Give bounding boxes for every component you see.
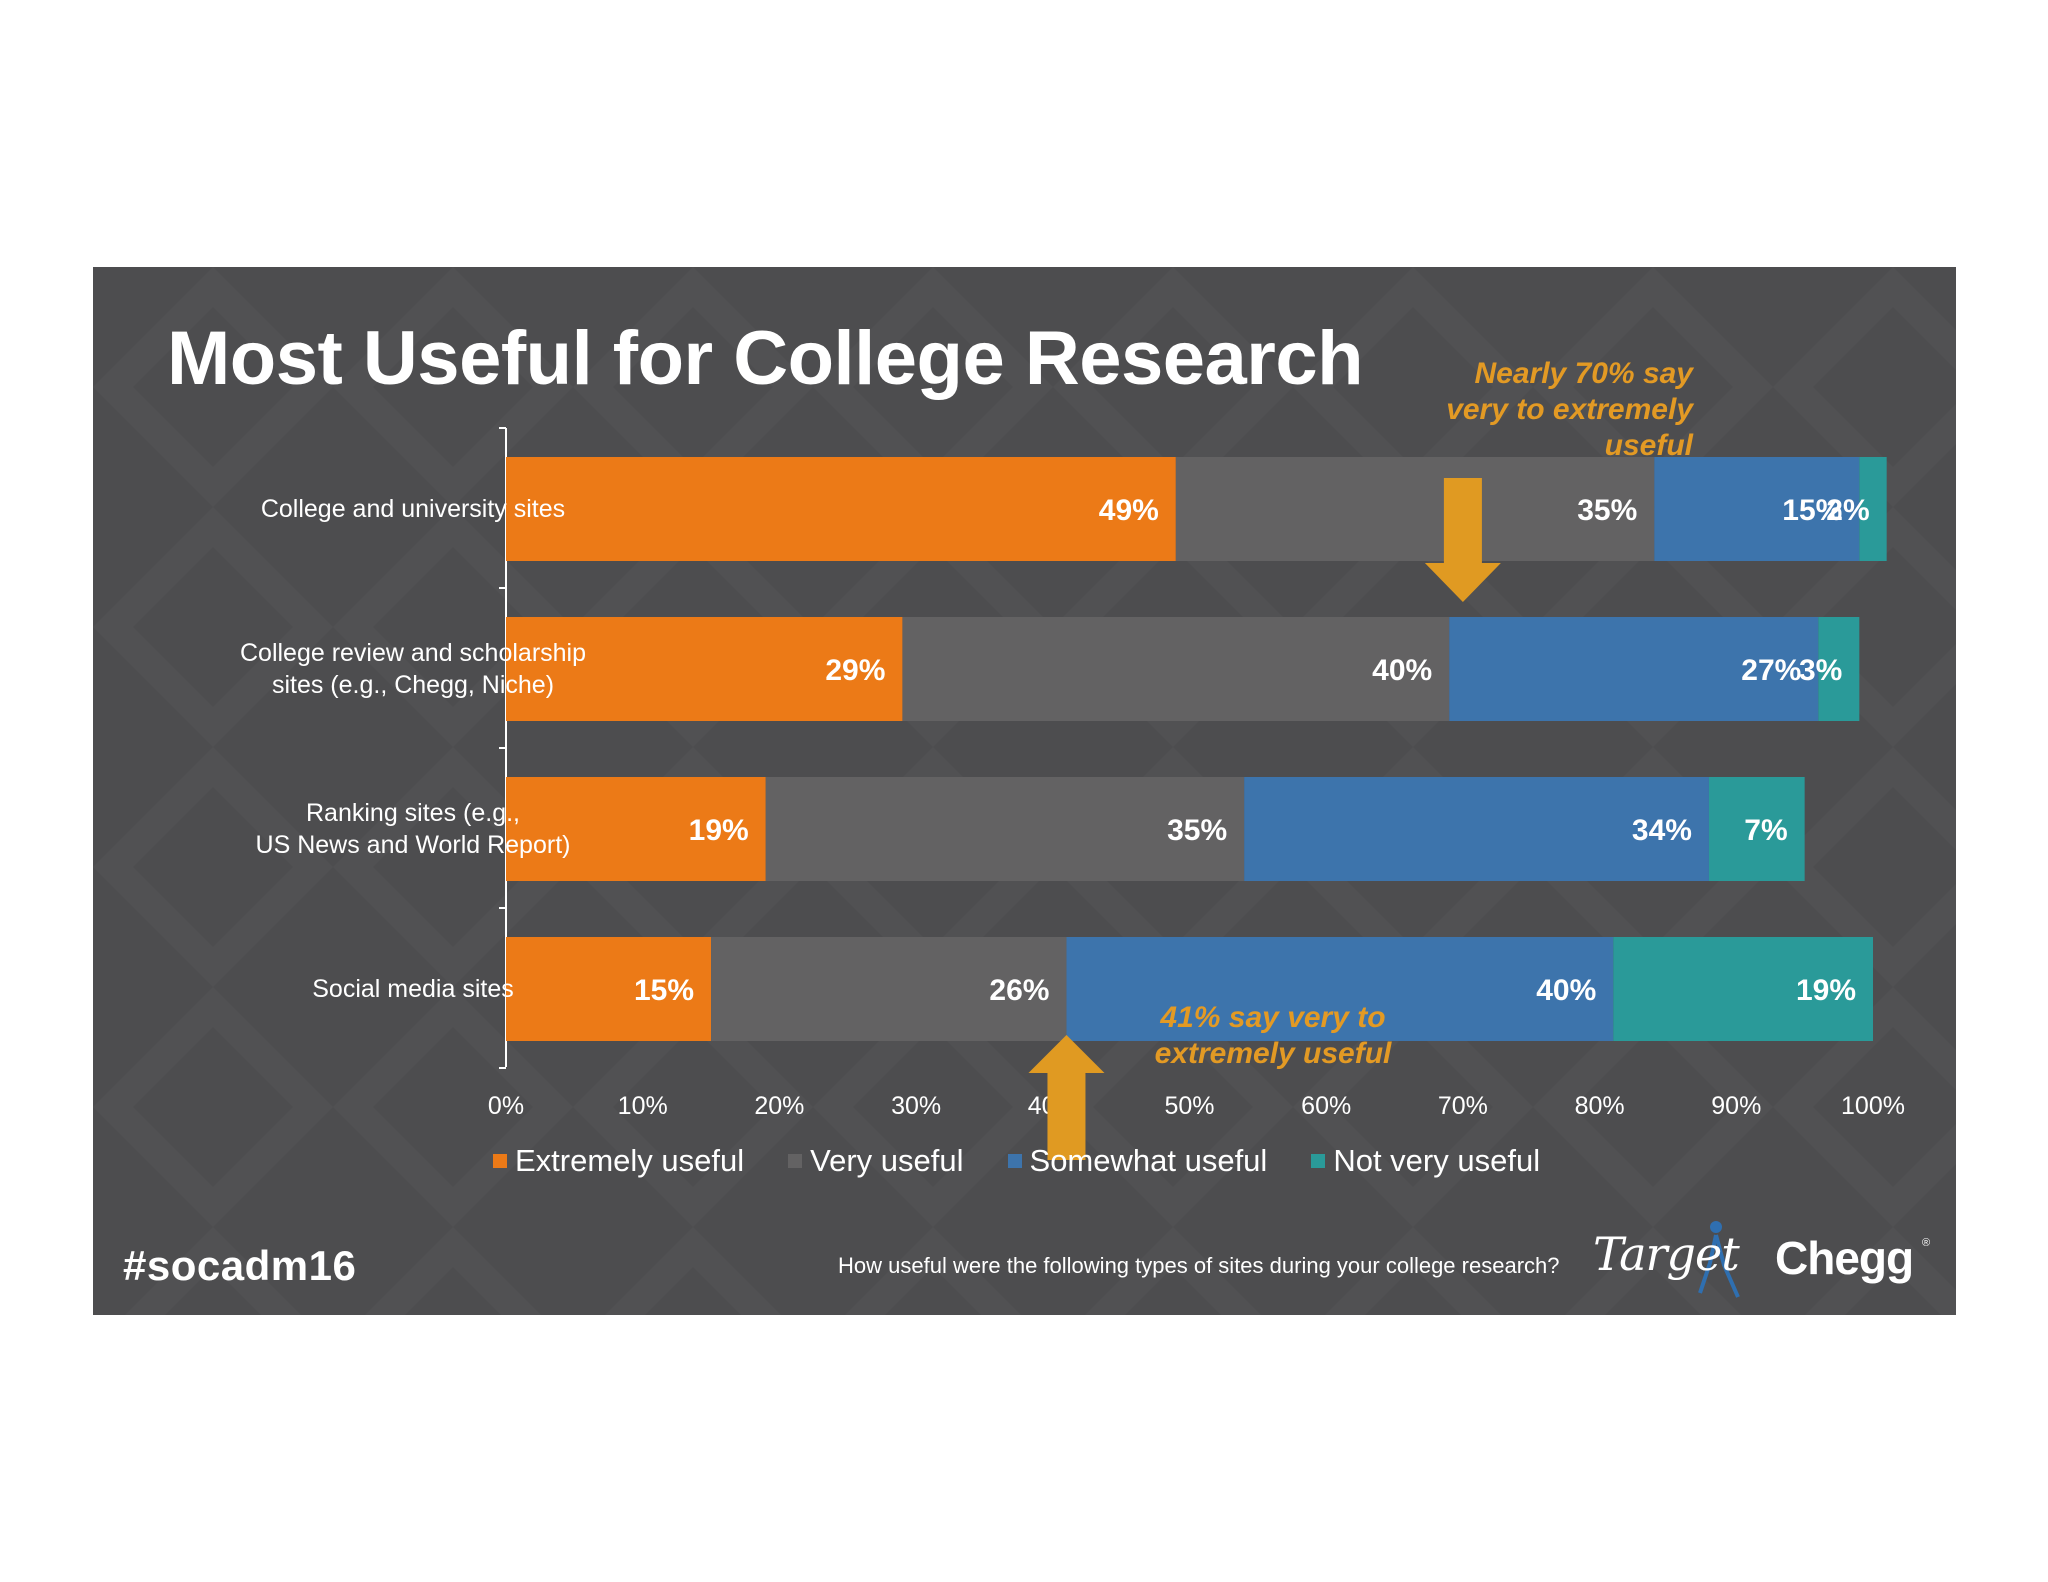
x-tick-label: 80%: [1575, 1092, 1625, 1120]
stacked-bar-chart: 49% 35% 15%2%29% 40% 27%3%19% 35% 34% 7%15% 26% 4…: [488, 427, 1905, 1160]
category-label-3: Social media sites: [312, 975, 514, 1003]
data-label: 35%: [1577, 494, 1637, 527]
arrow-down-icon: [1424, 478, 1501, 602]
hashtag: #socadm16: [123, 1242, 357, 1289]
x-tick-label: 90%: [1711, 1092, 1761, 1120]
legend-swatch: [493, 1154, 507, 1168]
bar-segment: [902, 617, 1450, 721]
bar-segment: [1175, 457, 1655, 561]
bar-segment: [1859, 457, 1887, 561]
data-label: 34%: [1632, 814, 1692, 847]
data-label: 49%: [1099, 494, 1159, 527]
arrow-up-icon: [1028, 1035, 1105, 1160]
data-label: 3%: [1799, 654, 1842, 687]
slide-panel: Most Useful for College Research 49% 35% 1…: [93, 267, 1956, 1315]
legend-item-not-very: Not very useful: [1311, 1143, 1540, 1179]
legend-item-extremely: Extremely useful: [493, 1143, 744, 1179]
chegg-logo: Chegg: [1775, 1232, 1914, 1284]
legend-swatch: [1311, 1154, 1326, 1168]
legend-item-somewhat: Somewhat useful: [1007, 1143, 1268, 1179]
legend-label: Very useful: [810, 1143, 964, 1178]
data-label: 35%: [1167, 814, 1227, 847]
bar-segment: [1066, 937, 1614, 1041]
data-label: 15%: [634, 974, 694, 1007]
legend-label: Extremely useful: [515, 1143, 745, 1178]
x-tick-label: 20%: [754, 1092, 804, 1120]
x-tick-label: 100%: [1841, 1092, 1905, 1120]
x-tick-label: 70%: [1438, 1092, 1488, 1120]
legend-label: Not very useful: [1333, 1143, 1541, 1178]
legend-swatch: [1007, 1154, 1022, 1168]
bar-segment: [1708, 777, 1805, 881]
data-label: 19%: [1796, 974, 1856, 1007]
target-logo-figure-icon: [1698, 1221, 1740, 1298]
x-tick-label: 30%: [891, 1092, 941, 1120]
category-label-2: Ranking sites (e.g., US News and World R…: [255, 799, 571, 859]
data-label: 15%: [1782, 494, 1842, 527]
x-tick-label: 10%: [618, 1092, 668, 1120]
bar-segment: [506, 937, 712, 1041]
data-label: 27%: [1741, 654, 1801, 687]
bar-segment: [765, 777, 1245, 881]
data-label: 40%: [1372, 654, 1432, 687]
data-label: 19%: [689, 814, 749, 847]
target-logo: Target: [1593, 1227, 1740, 1281]
legend-item-very: Very useful: [788, 1143, 964, 1179]
x-tick-label: 60%: [1301, 1092, 1351, 1120]
survey-question: How useful were the following types of s…: [838, 1253, 1560, 1278]
bar-segment: [506, 617, 903, 721]
chart-title: Most Useful for College Research: [167, 316, 1364, 401]
bar-segment: [1244, 777, 1709, 881]
bar-segment: [1654, 457, 1860, 561]
registered-mark: ®: [1922, 1237, 1931, 1249]
x-tick-label: 0%: [488, 1092, 524, 1120]
x-tick-label: 50%: [1164, 1092, 1214, 1120]
bar-segment: [1613, 937, 1873, 1041]
bar-segment: [1449, 617, 1819, 721]
callout-bottom: 41% say very to extremely useful: [1154, 1001, 1392, 1070]
callout-top: Nearly 70% say very to extremely useful: [1446, 357, 1693, 462]
bar-segment: [506, 777, 766, 881]
data-label: 7%: [1744, 814, 1787, 847]
legend-label: Somewhat useful: [1029, 1143, 1268, 1178]
category-label-1: College review and scholarship sites (e.…: [239, 639, 587, 699]
legend-swatch: [788, 1154, 803, 1168]
data-label: 29%: [825, 654, 885, 687]
bar-segment: [1818, 617, 1860, 721]
data-label: 40%: [1536, 974, 1596, 1007]
legend: Extremely useful Very useful Somewhat us…: [493, 1143, 1540, 1179]
data-label: 2%: [1826, 494, 1869, 527]
data-label: 26%: [989, 974, 1049, 1007]
category-label-0: College and university sites: [260, 495, 566, 523]
bar-segment: [506, 457, 1176, 561]
bar-segment: [711, 937, 1067, 1041]
